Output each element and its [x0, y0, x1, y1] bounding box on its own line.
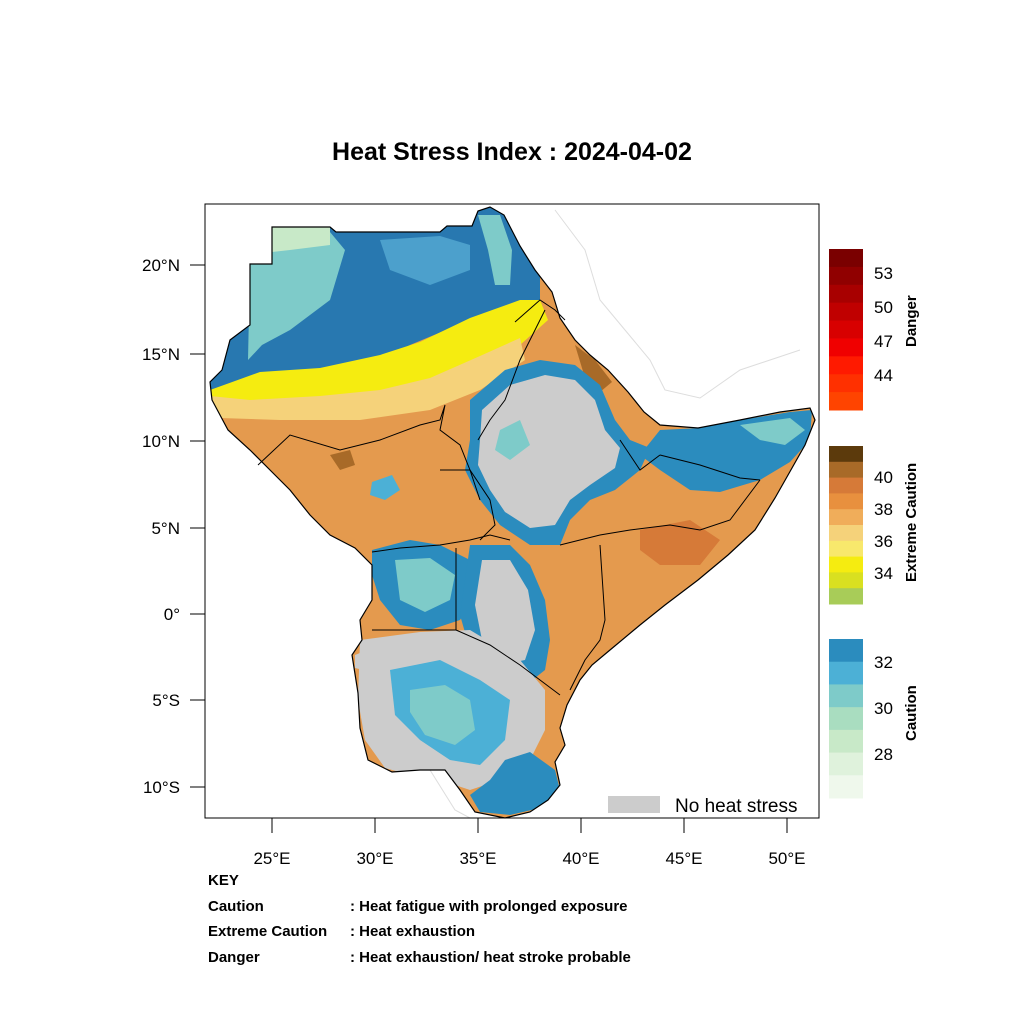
danger-tick-label: 50: [874, 298, 893, 317]
key-row-caution: Caution : Heat fatigue with prolonged ex…: [208, 894, 631, 920]
danger-swatch: [829, 356, 863, 375]
lat-tick-label: 5°N: [151, 519, 180, 538]
lon-tick-label: 25°E: [253, 849, 290, 868]
national-borders: [257, 299, 761, 696]
caution-swatch: [829, 775, 863, 799]
extreme-caution-swatch: [829, 509, 863, 526]
key-row-danger: Danger : Heat exhaustion/ heat stroke pr…: [208, 945, 631, 971]
danger-swatch: [829, 266, 863, 286]
key-desc: : Heat fatigue with prolonged exposure: [350, 897, 628, 915]
key-panel: KEY Caution : Heat fatigue with prolonge…: [208, 868, 631, 970]
extreme-tick-label: 36: [874, 532, 893, 551]
caution-swatch: [829, 684, 863, 708]
lat-tick-label: 5°S: [152, 691, 180, 710]
extreme-caution-swatch: [829, 446, 863, 463]
danger-swatch: [829, 249, 863, 268]
extreme-caution-swatch: [829, 461, 863, 479]
no-heat-stress-swatch: [608, 796, 660, 813]
key-term: Caution: [208, 897, 264, 915]
lat-tick-label: 10°S: [143, 778, 180, 797]
caution-tick-label: 32: [874, 653, 893, 672]
lat-tick-label: 15°N: [142, 345, 180, 364]
key-desc: : Heat exhaustion/ heat stroke probable: [350, 948, 631, 966]
caution-swatch: [829, 752, 863, 776]
lon-tick-label: 30°E: [356, 849, 393, 868]
caution-swatch: [829, 661, 863, 685]
caution-swatch: [829, 639, 863, 663]
key-term: Extreme Caution: [208, 923, 328, 940]
danger-swatch: [829, 284, 863, 304]
extreme-caution-colorbar: [829, 446, 863, 605]
key-desc: : Heat exhaustion: [350, 923, 476, 940]
danger-tick-label: 47: [874, 332, 893, 351]
lon-tick-label: 35°E: [459, 849, 496, 868]
danger-colorbar: [829, 249, 863, 411]
extreme-caution-swatch: [829, 525, 863, 542]
plot-frame: [204, 203, 820, 819]
danger-swatch: [829, 320, 863, 339]
extreme-caution-swatch: [829, 588, 863, 605]
extreme-caution-legend-title: Extreme Caution: [903, 463, 920, 582]
lon-axis: [271, 818, 788, 833]
lat-axis: [190, 264, 205, 788]
extreme-caution-swatch: [829, 493, 863, 510]
key-term: Danger: [208, 948, 260, 966]
danger-swatch: [829, 374, 863, 393]
danger-swatch: [829, 302, 863, 322]
danger-tick-label: 44: [874, 366, 893, 385]
coastline-lines: [429, 209, 801, 819]
danger-tick-label: 53: [874, 264, 893, 283]
danger-legend-title: Danger: [903, 295, 920, 347]
caution-colorbar: [829, 639, 863, 799]
caution-tick-label: 30: [874, 699, 893, 718]
lon-tick-label: 40°E: [562, 849, 599, 868]
extreme-tick-label: 40: [874, 468, 893, 487]
extreme-caution-swatch: [829, 540, 863, 558]
key-row-extreme-caution: Extreme Caution : Heat exhaustion: [208, 919, 631, 945]
danger-swatch: [829, 392, 863, 411]
extreme-caution-swatch: [829, 477, 863, 494]
lon-tick-label: 50°E: [768, 849, 805, 868]
extreme-tick-label: 38: [874, 500, 893, 519]
extreme-caution-swatch: [829, 572, 863, 589]
heat-stress-field: [210, 207, 815, 818]
extreme-caution-swatch: [829, 556, 863, 573]
lat-tick-label: 10°N: [142, 432, 180, 451]
caution-swatch: [829, 707, 863, 731]
lon-tick-label: 45°E: [665, 849, 702, 868]
lat-tick-label: 0°: [164, 605, 180, 624]
no-heat-stress-label: No heat stress: [675, 796, 798, 817]
caution-swatch: [829, 729, 863, 754]
danger-swatch: [829, 338, 863, 357]
extreme-tick-label: 34: [874, 564, 893, 583]
key-heading: KEY: [208, 872, 239, 889]
caution-tick-label: 28: [874, 745, 893, 764]
map-title: Heat Stress Index : 2024-04-02: [332, 138, 692, 166]
lat-tick-label: 20°N: [142, 256, 180, 275]
caution-legend-title: Caution: [903, 685, 920, 741]
